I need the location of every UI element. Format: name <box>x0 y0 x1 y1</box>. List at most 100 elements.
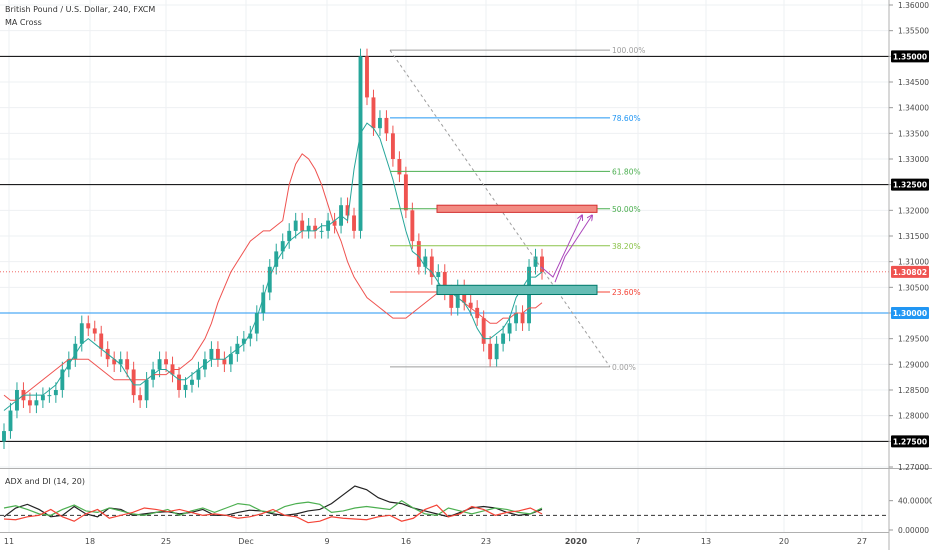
candle[interactable] <box>358 48 363 239</box>
candle[interactable] <box>410 202 415 249</box>
candle[interactable] <box>157 351 162 378</box>
candle[interactable] <box>481 310 486 352</box>
candle[interactable] <box>384 110 389 142</box>
candle[interactable] <box>514 305 519 331</box>
price-tick-label: 1.34500 <box>898 78 929 87</box>
candle[interactable] <box>501 325 506 352</box>
candle[interactable] <box>92 320 97 342</box>
candle[interactable] <box>34 392 39 414</box>
candle[interactable] <box>215 341 220 367</box>
candle[interactable] <box>403 166 408 219</box>
candle[interactable] <box>494 336 499 367</box>
price-pane[interactable]: 100.00% 78.60% 61.80% 50.00% 38.20% 23.60% 0.0… <box>0 46 889 450</box>
candle-body <box>488 343 493 360</box>
candle[interactable] <box>131 361 136 403</box>
candle[interactable] <box>397 151 402 183</box>
candle[interactable] <box>164 351 168 373</box>
time-tick-label: 16 <box>401 537 411 546</box>
fib-level-label: 23.60% <box>612 288 641 297</box>
candle[interactable] <box>533 248 538 275</box>
candle[interactable] <box>274 243 279 275</box>
candle[interactable] <box>190 372 194 393</box>
support-zone[interactable] <box>436 284 598 296</box>
candle-body <box>527 266 531 324</box>
candle[interactable] <box>118 351 123 373</box>
candle[interactable] <box>99 325 104 357</box>
candle[interactable] <box>488 336 493 367</box>
adx-tick-label: 0.00000 <box>898 526 929 535</box>
price-tick-label: 1.28500 <box>898 386 929 395</box>
candle[interactable] <box>196 361 201 388</box>
price-tick-label: 1.35500 <box>898 27 929 36</box>
candle[interactable] <box>53 382 58 403</box>
candle[interactable] <box>261 284 266 321</box>
candle-body <box>514 313 519 324</box>
price-tick-label: 1.36000 <box>898 1 929 10</box>
price-level-badge <box>891 178 929 191</box>
candle-body <box>345 205 350 216</box>
candle-body <box>274 251 279 267</box>
candle-body <box>79 323 84 344</box>
candle[interactable] <box>125 351 130 378</box>
candle[interactable] <box>378 110 382 136</box>
candle[interactable] <box>209 341 214 367</box>
candle-body <box>131 369 136 396</box>
candle[interactable] <box>228 346 233 373</box>
candle[interactable] <box>527 259 531 331</box>
candle-body <box>365 56 369 98</box>
candle[interactable] <box>416 233 421 275</box>
candle[interactable] <box>79 315 84 352</box>
candle[interactable] <box>280 233 285 260</box>
candle-body <box>280 241 285 252</box>
candle[interactable] <box>332 212 337 234</box>
candle[interactable] <box>177 366 181 398</box>
candle[interactable] <box>306 218 311 239</box>
candle[interactable] <box>520 305 525 331</box>
candle[interactable] <box>40 387 45 408</box>
candle[interactable] <box>390 125 395 167</box>
candle[interactable] <box>429 248 434 285</box>
candle[interactable] <box>267 259 272 301</box>
candle[interactable] <box>423 248 428 275</box>
candle[interactable] <box>287 223 292 249</box>
candle[interactable] <box>86 315 91 337</box>
candle[interactable] <box>313 218 318 239</box>
candle[interactable] <box>183 377 188 398</box>
candle[interactable] <box>144 372 149 408</box>
candle[interactable] <box>462 279 467 311</box>
projection-arrow[interactable] <box>554 215 592 283</box>
candle[interactable] <box>365 48 369 106</box>
candle[interactable] <box>112 351 117 373</box>
candle-body <box>507 323 512 334</box>
candle[interactable] <box>293 212 298 239</box>
candle-body <box>423 256 428 267</box>
candle-body <box>501 333 506 344</box>
price-tick-label: 1.33000 <box>898 155 929 164</box>
candle[interactable] <box>222 351 227 373</box>
candle[interactable] <box>352 207 356 239</box>
projection-arrow[interactable] <box>540 215 582 278</box>
candle[interactable] <box>2 423 6 450</box>
candle[interactable] <box>73 336 78 367</box>
last-price-badge <box>891 265 929 278</box>
indicator-pane[interactable] <box>0 485 889 524</box>
candle[interactable] <box>540 248 544 280</box>
candle[interactable] <box>27 392 32 414</box>
price-tick-label: 1.28000 <box>898 412 929 421</box>
candle[interactable] <box>507 315 512 342</box>
candle-body <box>73 343 78 360</box>
candle-body <box>112 359 117 365</box>
candle[interactable] <box>254 305 259 342</box>
time-tick-label: 13 <box>701 537 711 546</box>
resistance-zone[interactable] <box>436 204 598 213</box>
candle[interactable] <box>241 330 246 352</box>
candle-body <box>352 215 356 231</box>
candle[interactable] <box>138 387 143 408</box>
fib-level-label: 50.00% <box>612 205 641 214</box>
candle[interactable] <box>8 402 13 439</box>
candle[interactable] <box>60 361 65 398</box>
candle[interactable] <box>300 212 305 239</box>
candle[interactable] <box>248 325 253 347</box>
